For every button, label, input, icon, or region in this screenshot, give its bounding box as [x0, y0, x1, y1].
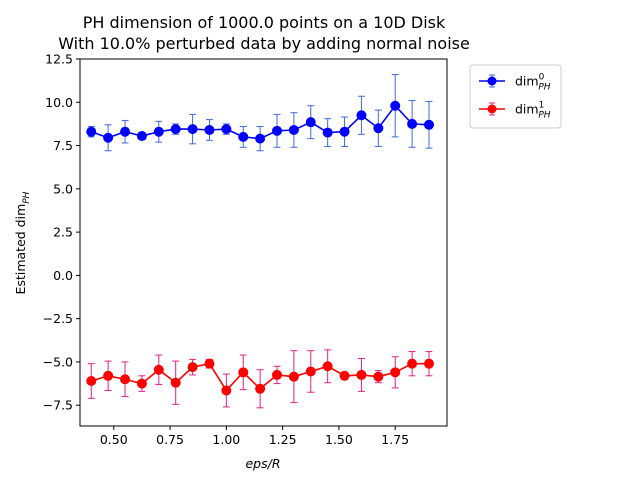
data-point-s1 [238, 367, 249, 378]
y-axis-ticks: −7.5 −5.0 −2.5 0.0 2.5 5.0 7.5 10.0 12.5 [43, 52, 80, 413]
data-point-s1 [390, 367, 401, 378]
y-tick-label: 10.0 [45, 95, 73, 110]
data-point-s1 [272, 369, 283, 380]
chart-title-line-1: PH dimension of 1000.0 points on a 10D D… [83, 13, 446, 32]
legend-label-1: dim1 PH [515, 101, 551, 121]
data-point-s0 [136, 131, 147, 142]
data-point-s0 [339, 126, 350, 137]
data-point-s0 [407, 118, 418, 129]
data-point-s1 [120, 374, 131, 385]
data-point-s1 [153, 364, 164, 375]
data-point-s0 [221, 124, 232, 135]
data-point-s0 [305, 117, 316, 128]
data-point-s1 [288, 371, 299, 382]
data-point-s1 [339, 370, 350, 381]
data-point-s1 [204, 358, 215, 369]
legend-marker-0 [487, 76, 497, 86]
data-point-s0 [103, 132, 114, 143]
x-axis-label: eps/R [245, 456, 280, 471]
y-tick-label: 12.5 [45, 52, 73, 67]
y-tick-label: 2.5 [53, 225, 73, 240]
data-point-s0 [255, 133, 266, 144]
x-tick-label: 1.50 [325, 432, 353, 447]
x-tick-label: 1.75 [381, 432, 409, 447]
data-point-s1 [356, 369, 367, 380]
data-point-s1 [407, 358, 418, 369]
legend: dim0 PH dim1 PH [469, 64, 562, 129]
y-tick-label: 0.0 [53, 268, 73, 283]
data-point-s1 [103, 370, 114, 381]
data-point-s1 [423, 358, 434, 369]
x-tick-label: 0.50 [100, 432, 128, 447]
x-tick-label: 0.75 [156, 432, 184, 447]
y-tick-label: −5.0 [43, 354, 73, 369]
data-point-s1 [221, 385, 232, 396]
plot-area-frame [79, 58, 448, 427]
data-point-s0 [153, 126, 164, 137]
x-tick-label: 1.00 [212, 432, 240, 447]
x-axis-ticks: 0.50 0.75 1.00 1.25 1.50 1.75 [100, 426, 409, 447]
legend-label-0: dim0 PH [515, 73, 551, 93]
y-axis-label: Estimated dimPH [13, 191, 32, 294]
data-point-s0 [86, 126, 97, 137]
data-point-s0 [170, 124, 181, 135]
legend-marker-1 [487, 104, 497, 114]
data-point-s1 [373, 371, 384, 382]
data-point-s0 [120, 126, 131, 137]
y-tick-label: 7.5 [53, 138, 73, 153]
y-axis-label-subscript: PH [22, 191, 32, 203]
data-point-s1 [136, 378, 147, 389]
data-point-s0 [204, 124, 215, 135]
data-point-s0 [187, 124, 198, 135]
data-point-s1 [305, 366, 316, 377]
data-point-s0 [390, 100, 401, 111]
data-point-s1 [86, 375, 97, 386]
data-point-s1 [322, 361, 333, 372]
series-markers [86, 100, 434, 396]
data-point-s0 [288, 124, 299, 135]
y-tick-label: −2.5 [43, 311, 73, 326]
y-axis-label-main: Estimated dim [13, 204, 28, 295]
data-point-s0 [238, 131, 249, 142]
data-point-s0 [322, 127, 333, 138]
data-point-s0 [373, 123, 384, 134]
y-tick-label: −7.5 [43, 398, 73, 413]
data-point-s1 [187, 362, 198, 373]
chart-title-line-2: With 10.0% perturbed data by adding norm… [58, 34, 470, 53]
data-point-s1 [255, 383, 266, 394]
y-tick-label: 5.0 [53, 181, 73, 196]
data-point-s0 [423, 119, 434, 130]
data-point-s0 [356, 110, 367, 121]
data-point-s1 [170, 377, 181, 388]
data-point-s0 [272, 125, 283, 136]
x-tick-label: 1.25 [269, 432, 297, 447]
